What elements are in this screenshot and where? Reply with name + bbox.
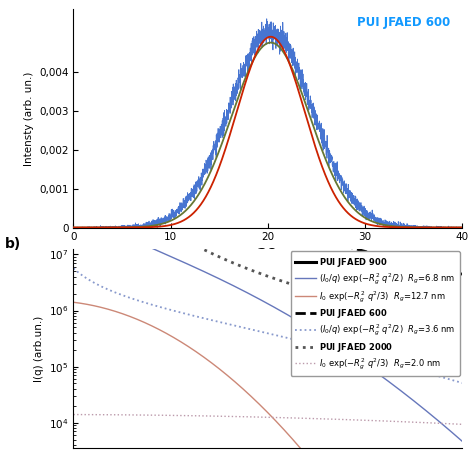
Text: PUI JFAED 600: PUI JFAED 600 [357,16,450,29]
Y-axis label: Intensty (arb. un.): Intensty (arb. un.) [24,71,34,166]
Legend: $\mathbf{PUI\ JFAED\ 900}$, $(I_0/q)$ exp$(-R_g^2\ q^2/2)$  $R_g$=6.8 nm, $I_0$ : $\mathbf{PUI\ JFAED\ 900}$, $(I_0/q)$ ex… [291,251,460,376]
Text: b): b) [5,237,21,251]
Y-axis label: I(q) (arb.un.): I(q) (arb.un.) [34,315,44,382]
X-axis label: 2θ: 2θ [257,248,278,263]
